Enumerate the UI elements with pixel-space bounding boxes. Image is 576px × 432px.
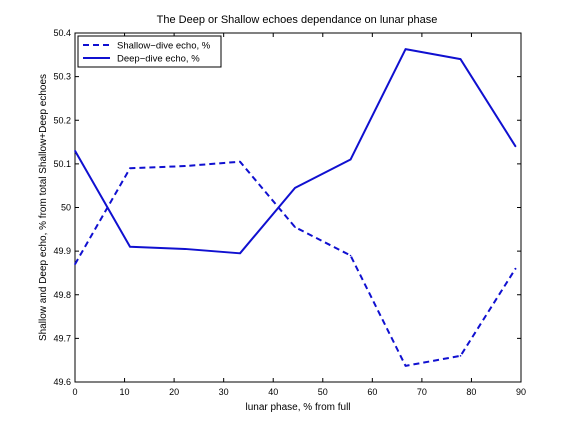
data-point-deep <box>129 245 131 248</box>
y-tick-label: 50.1 <box>53 159 71 169</box>
y-tick-label: 50.3 <box>53 72 71 82</box>
y-tick-label: 49.7 <box>53 333 71 343</box>
x-tick-label: 40 <box>268 387 278 397</box>
legend: Shallow−dive echo, % Deep−dive echo, % <box>77 35 222 68</box>
x-tick-label: 60 <box>367 387 377 397</box>
data-point-deep <box>184 248 186 250</box>
data-point-shallow <box>184 165 186 167</box>
x-tick-label: 50 <box>318 387 328 397</box>
x-tick-label: 0 <box>72 387 77 397</box>
legend-label-shallow: Shallow−dive echo, % <box>117 41 211 52</box>
x-tick-label: 80 <box>466 387 476 397</box>
plot-area <box>74 32 522 383</box>
y-tick-label: 49.6 <box>53 377 71 387</box>
x-tick-label: 30 <box>219 387 229 397</box>
data-point-shallow <box>404 365 407 367</box>
y-tick-label: 49.9 <box>53 246 71 256</box>
axes: 0 10 20 30 40 50 60 70 80 90 49.6 49.7 49.8 49.9 50 50.… <box>53 28 526 397</box>
data-point-deep <box>404 48 407 50</box>
x-tick-label: 20 <box>169 387 179 397</box>
y-tick-label: 50 <box>61 203 71 213</box>
data-point-deep <box>74 149 76 152</box>
data-point-deep <box>459 58 462 60</box>
data-point-shallow <box>129 167 131 170</box>
data-point-shallow <box>239 160 241 163</box>
data-point-shallow <box>74 263 76 266</box>
data-point-deep <box>514 145 517 148</box>
data-point-shallow <box>349 254 352 257</box>
x-axis-label: lunar phase, % from full <box>245 402 350 413</box>
y-tick-label: 50.4 <box>53 28 71 38</box>
data-point-deep <box>239 252 241 255</box>
x-tick-label: 70 <box>417 387 427 397</box>
data-point-deep <box>349 158 352 161</box>
data-point-shallow <box>459 355 462 357</box>
y-tick-label: 50.2 <box>53 115 71 125</box>
y-tick-label: 49.8 <box>53 290 71 300</box>
chart-title: The Deep or Shallow echoes dependance on… <box>157 14 438 26</box>
data-point-shallow <box>514 267 517 270</box>
x-tick-label: 10 <box>120 387 130 397</box>
y-axis-label: Shallow and Deep echo, % from total Shal… <box>38 74 49 341</box>
x-tick-label: 90 <box>516 387 526 397</box>
legend-label-deep: Deep−dive echo, % <box>117 54 200 65</box>
data-point-shallow <box>294 226 296 228</box>
legend-box <box>77 35 222 68</box>
data-point-deep <box>294 187 296 189</box>
series-layer <box>74 48 517 367</box>
